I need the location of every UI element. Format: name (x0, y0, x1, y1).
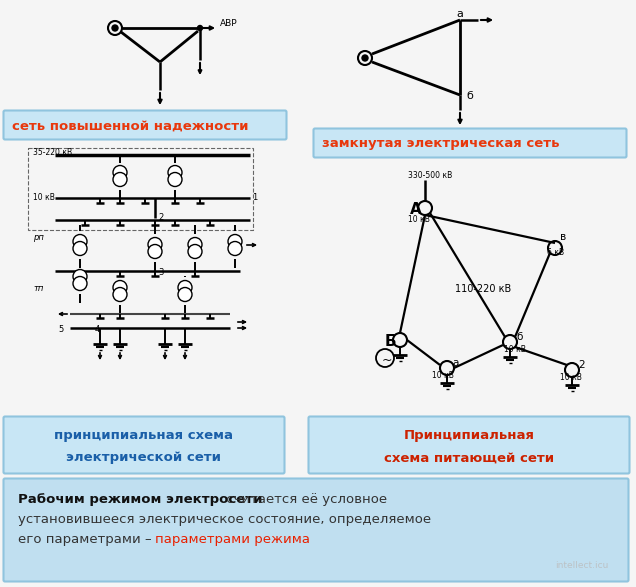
Text: установившееся электрическое состояние, определяемое: установившееся электрическое состояние, … (18, 514, 431, 527)
Circle shape (198, 25, 202, 31)
Text: 10 кВ: 10 кВ (560, 373, 582, 382)
Text: 2: 2 (578, 360, 584, 370)
Text: intellect.icu: intellect.icu (555, 561, 608, 569)
Circle shape (113, 281, 127, 295)
Circle shape (73, 234, 87, 248)
Text: АВР: АВР (220, 19, 238, 29)
Circle shape (113, 166, 127, 180)
Circle shape (178, 288, 192, 302)
Text: 5: 5 (58, 325, 63, 334)
Text: 10 кВ: 10 кВ (408, 215, 430, 224)
Text: 2: 2 (158, 213, 163, 222)
Circle shape (113, 173, 127, 187)
Text: принципиальная схема: принципиальная схема (55, 429, 233, 441)
Circle shape (188, 238, 202, 251)
Circle shape (168, 166, 182, 180)
Text: его параметрами –: его параметрами – (18, 534, 156, 546)
Text: 6 кВ: 6 кВ (547, 248, 564, 257)
Text: 110-220 кВ: 110-220 кВ (455, 284, 511, 294)
Text: в: в (560, 232, 566, 242)
Text: б: б (466, 91, 473, 101)
Text: Принципиальная: Принципиальная (403, 429, 534, 441)
Circle shape (148, 238, 162, 251)
Text: 3: 3 (158, 268, 163, 277)
Circle shape (168, 173, 182, 187)
Circle shape (228, 234, 242, 248)
FancyBboxPatch shape (4, 417, 284, 474)
Text: 10 кВ: 10 кВ (504, 345, 526, 354)
Text: 1: 1 (252, 193, 257, 202)
Text: А: А (410, 203, 422, 218)
Text: б: б (516, 332, 522, 342)
Circle shape (178, 281, 192, 295)
Text: считается её условное: считается её условное (222, 494, 387, 507)
Text: 35-220 кВ: 35-220 кВ (33, 148, 72, 157)
Circle shape (112, 25, 118, 31)
FancyBboxPatch shape (314, 129, 626, 157)
Text: Б: Б (385, 335, 397, 349)
Text: 4: 4 (95, 325, 100, 334)
Text: схема питающей сети: схема питающей сети (384, 451, 554, 464)
Circle shape (73, 241, 87, 255)
Text: Рабочим режимом электросети: Рабочим режимом электросети (18, 494, 263, 507)
Text: а: а (452, 358, 459, 368)
Text: 10 кВ: 10 кВ (432, 371, 454, 380)
Circle shape (73, 276, 87, 291)
Circle shape (113, 288, 127, 302)
Bar (28, 148, 253, 230)
Text: 330-500 кВ: 330-500 кВ (408, 171, 452, 180)
Text: ~: ~ (382, 353, 392, 366)
Circle shape (362, 55, 368, 61)
Text: 10 кВ: 10 кВ (33, 193, 55, 202)
FancyBboxPatch shape (308, 417, 630, 474)
Text: замкнутая электрическая сеть: замкнутая электрическая сеть (322, 137, 560, 150)
Text: сеть повышенной надежности: сеть повышенной надежности (12, 120, 249, 133)
Text: электрической сети: электрической сети (67, 451, 221, 464)
Circle shape (228, 241, 242, 255)
FancyBboxPatch shape (4, 478, 628, 582)
Circle shape (188, 245, 202, 258)
Text: параметрами режима: параметрами режима (155, 534, 310, 546)
Circle shape (148, 245, 162, 258)
Text: а: а (457, 9, 464, 19)
Text: тп: тп (33, 284, 43, 293)
Circle shape (73, 269, 87, 284)
Text: рп: рп (33, 233, 44, 242)
FancyBboxPatch shape (4, 110, 286, 140)
